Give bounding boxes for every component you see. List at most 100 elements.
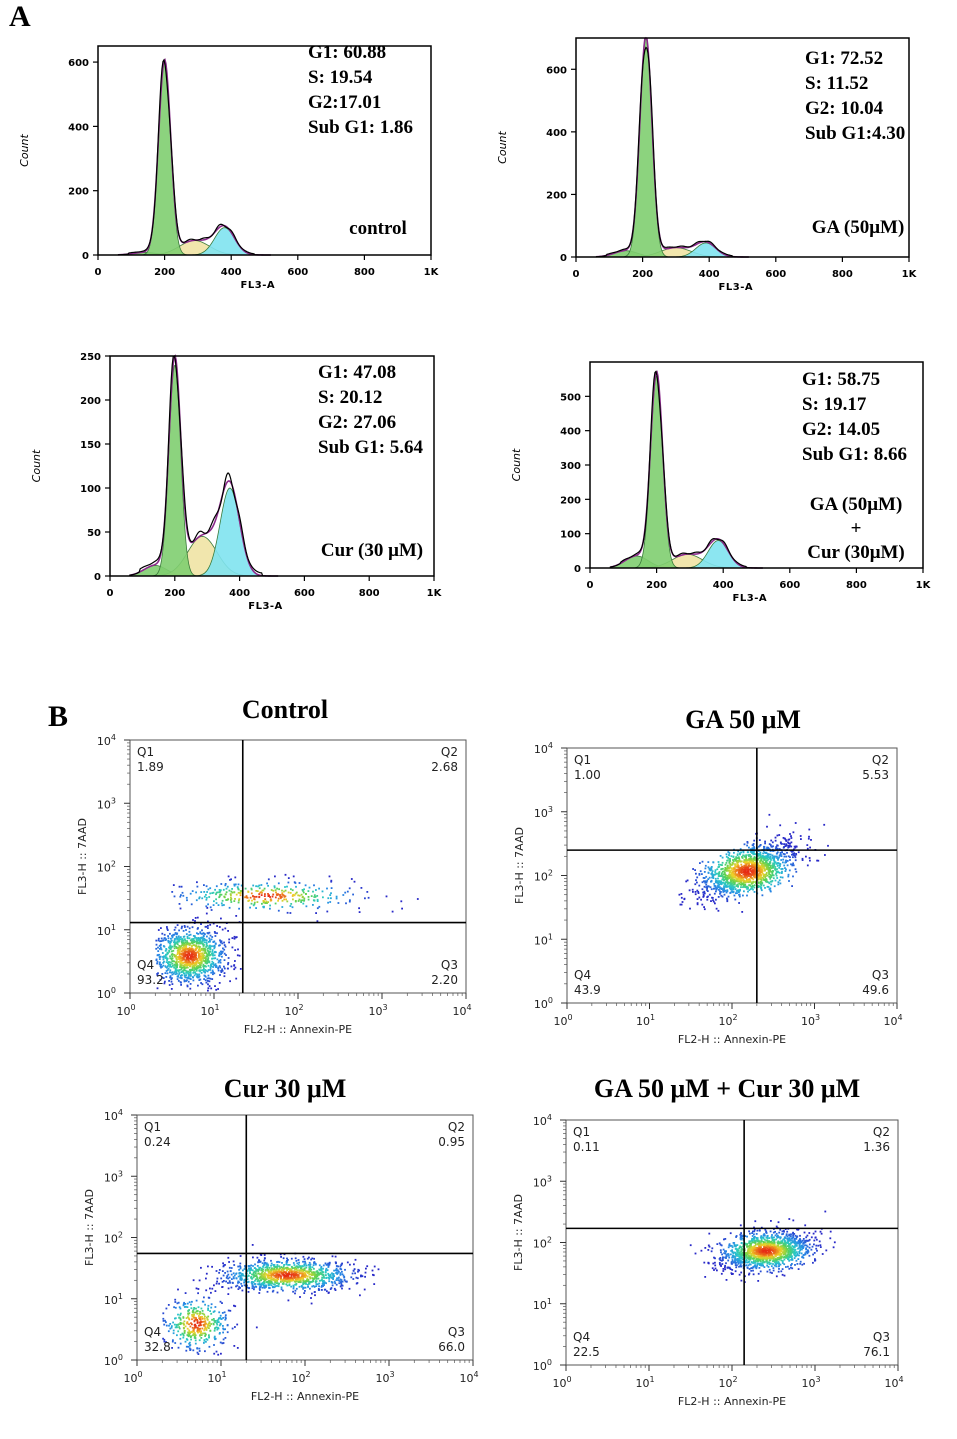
event-dot	[719, 890, 721, 893]
event-dot	[221, 1302, 223, 1304]
quadrant-q4-label: Q4	[137, 958, 154, 972]
event-dot	[288, 1277, 291, 1280]
event-dot	[759, 860, 762, 862]
event-dot	[294, 1276, 297, 1279]
event-dot	[182, 954, 185, 957]
event-dot	[711, 876, 713, 879]
event-dot	[325, 1267, 328, 1270]
event-dot	[222, 1325, 224, 1327]
event-dot	[797, 851, 800, 854]
event-dot	[741, 1248, 744, 1251]
event-dot	[199, 1321, 202, 1324]
event-dot	[731, 876, 734, 879]
cell-cycle-stat: Sub G1: 8.66	[802, 444, 907, 465]
event-dot	[249, 1269, 252, 1271]
event-dot	[747, 865, 750, 867]
event-dot	[723, 1256, 725, 1259]
event-dot	[259, 1289, 261, 1291]
event-dot	[315, 1276, 317, 1279]
event-dot	[307, 896, 310, 898]
event-dot	[187, 961, 189, 963]
event-dot	[290, 1269, 293, 1271]
event-dot	[175, 946, 178, 948]
event-dot	[277, 882, 280, 885]
event-dot	[325, 1282, 327, 1285]
event-dot	[743, 873, 746, 876]
event-dot	[353, 880, 356, 883]
event-dot	[292, 875, 295, 878]
event-dot	[216, 1323, 219, 1326]
event-dot	[758, 864, 761, 867]
event-dot	[179, 958, 181, 961]
event-dot	[192, 1349, 195, 1352]
event-dot	[770, 864, 772, 867]
y-tick-label: 102	[104, 1231, 123, 1246]
event-dot	[282, 1257, 285, 1260]
event-dot	[198, 1339, 201, 1342]
event-dot	[263, 1274, 266, 1276]
event-dot	[320, 1265, 323, 1268]
event-dot	[193, 941, 196, 944]
event-dot	[200, 891, 203, 893]
event-dot	[237, 901, 240, 904]
event-dot	[805, 855, 807, 858]
event-dot	[189, 1325, 192, 1328]
event-dot	[182, 957, 185, 960]
event-dot	[787, 855, 790, 858]
event-dot	[169, 940, 171, 943]
event-dot	[205, 1277, 207, 1280]
event-dot	[187, 970, 190, 973]
event-dot	[791, 850, 794, 852]
event-dot	[288, 1283, 291, 1286]
y-tick-label: 104	[97, 733, 116, 748]
event-dot	[730, 1261, 733, 1264]
event-dot	[758, 868, 760, 871]
event-dot	[225, 899, 228, 901]
event-dot	[279, 1253, 282, 1256]
event-dot	[752, 865, 754, 868]
event-dot	[286, 911, 289, 914]
event-dot	[734, 888, 737, 890]
quadrant-q1-label: Q1	[137, 745, 154, 759]
event-dot	[219, 966, 222, 969]
event-dot	[270, 1276, 273, 1279]
event-dot	[314, 1294, 316, 1297]
event-dot	[171, 891, 174, 893]
event-dot	[214, 963, 217, 966]
event-dot	[258, 1259, 260, 1261]
event-dot	[283, 894, 285, 897]
event-dot	[188, 937, 191, 940]
event-dot	[289, 905, 292, 907]
event-dot	[190, 955, 192, 958]
event-dot	[779, 882, 782, 885]
event-dot	[173, 947, 176, 950]
event-dot	[193, 1307, 196, 1310]
event-dot	[201, 1317, 204, 1320]
event-dot	[698, 884, 701, 887]
event-dot	[284, 1276, 287, 1279]
event-dot	[190, 1335, 192, 1338]
event-dot	[193, 939, 195, 942]
event-dot	[227, 1293, 230, 1295]
event-dot	[202, 963, 205, 966]
event-dot	[743, 864, 746, 867]
event-dot	[764, 875, 767, 877]
event-dot	[201, 1327, 204, 1330]
event-dot	[341, 1273, 344, 1276]
event-dot	[752, 878, 755, 881]
event-dot	[157, 950, 160, 952]
event-dot	[775, 873, 777, 875]
event-dot	[171, 950, 173, 953]
event-dot	[285, 1267, 288, 1269]
event-dot	[204, 961, 207, 964]
event-dot	[334, 1282, 337, 1285]
cell-cycle-stat: Sub G1: 5.64	[318, 437, 424, 458]
event-dot	[332, 1275, 335, 1278]
x-tick-label: 104	[452, 1003, 471, 1018]
cell-cycle-stat: G1: 60.88	[308, 42, 386, 63]
event-dot	[736, 854, 739, 857]
event-dot	[176, 966, 178, 968]
event-dot	[792, 831, 795, 834]
event-dot	[285, 1263, 288, 1266]
event-dot	[217, 966, 220, 969]
